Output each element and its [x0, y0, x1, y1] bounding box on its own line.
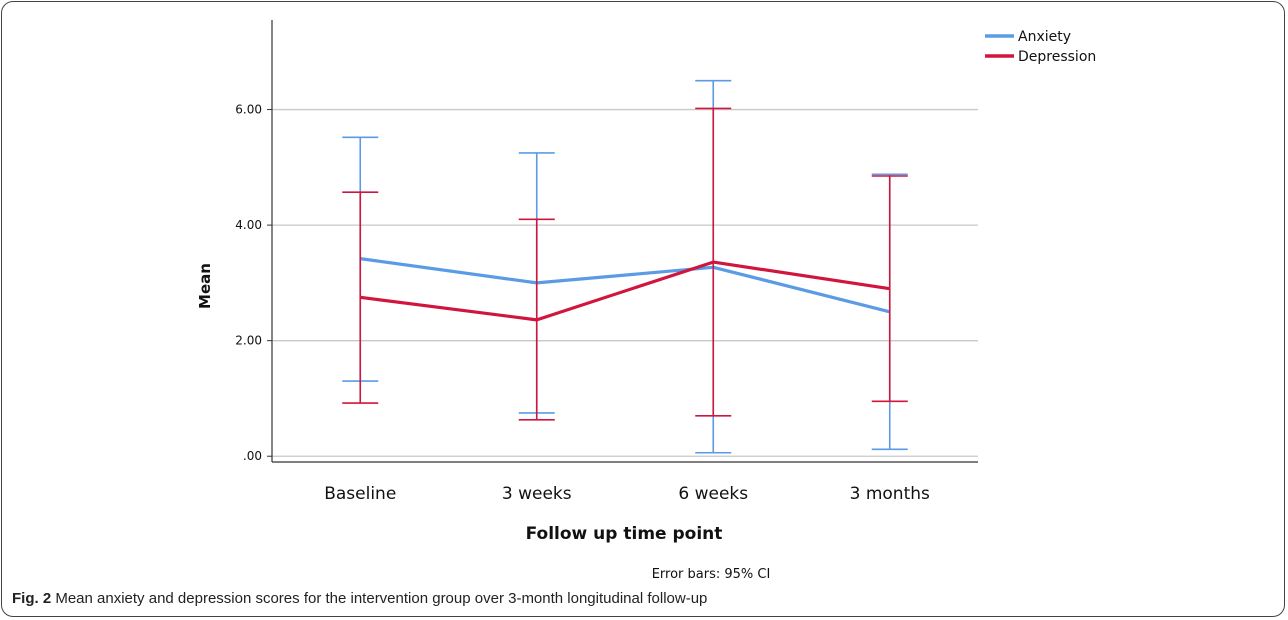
- y-tick-label: 4.00: [235, 218, 262, 232]
- y-axis-label: Mean: [196, 263, 214, 309]
- x-tick-labels: Baseline 3 weeks 6 weeks 3 months: [324, 484, 930, 504]
- series-depression: [342, 107, 908, 421]
- legend-label: Depression: [1018, 49, 1096, 65]
- grid-lines: [272, 108, 978, 457]
- legend: Anxiety Depression: [985, 29, 1096, 65]
- figure-caption-text: Mean anxiety and depression scores for t…: [51, 590, 708, 607]
- legend-label: Anxiety: [1018, 29, 1071, 45]
- x-tick-label: 3 months: [850, 484, 930, 504]
- y-tick-labels: .00 2.00 4.00 6.00: [235, 103, 272, 463]
- error-bar-note: Error bars: 95% CI: [652, 567, 771, 582]
- series-anxiety: [342, 79, 908, 454]
- y-tick-label: 6.00: [235, 103, 262, 117]
- y-tick-label: .00: [243, 449, 262, 463]
- x-tick-label: Baseline: [324, 484, 396, 504]
- figure-caption: Fig. 2 Mean anxiety and depression score…: [12, 590, 707, 607]
- figure-caption-label: Fig. 2: [12, 590, 52, 607]
- chart-svg: .00 2.00 4.00 6.00 Baseline 3 weeks 6 weeks 3 …: [196, 20, 1096, 582]
- x-tick-label: 6 weeks: [678, 484, 748, 504]
- y-tick-label: 2.00: [235, 334, 262, 348]
- series-line: [360, 260, 890, 322]
- series-layer: [342, 79, 908, 454]
- series-line: [360, 257, 891, 314]
- x-axis-label: Follow up time point: [526, 524, 723, 544]
- x-tick-label: 3 weeks: [502, 484, 572, 504]
